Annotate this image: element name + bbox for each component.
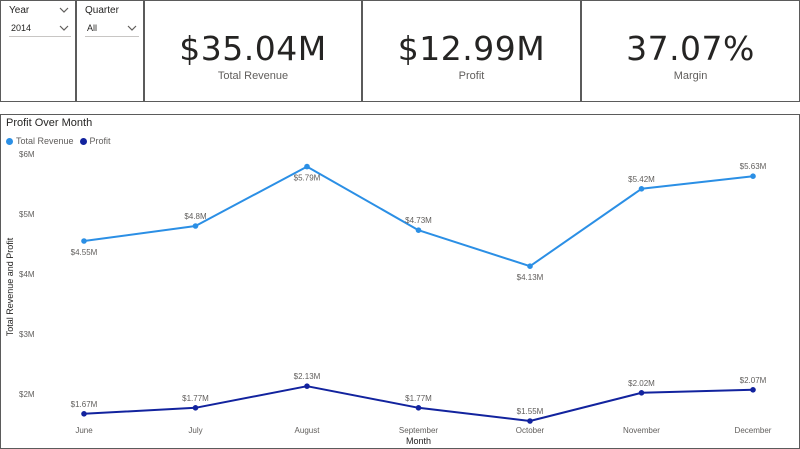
series-line-profit: [83, 385, 754, 422]
data-label-profit: $1.67M: [71, 400, 98, 409]
y-axis-title: Total Revenue and Profit: [5, 237, 15, 336]
total-revenue-value: $35.04M: [179, 29, 327, 68]
data-point-total-revenue: [638, 186, 645, 192]
data-label-total-revenue: $5.42M: [628, 175, 655, 184]
data-point-total-revenue: [527, 263, 533, 269]
data-label-total-revenue: $4.73M: [405, 216, 432, 225]
chart-title: Profit Over Month: [6, 117, 93, 129]
data-point-profit: [750, 387, 756, 393]
legend-item-profit[interactable]: Profit: [79, 136, 111, 146]
total-revenue-card: $35.04M Total Revenue: [144, 0, 362, 102]
y-tick-label: $2M: [19, 390, 35, 399]
data-label-profit: $2.07M: [740, 376, 767, 385]
data-point-total-revenue: [750, 173, 756, 179]
x-tick-label: July: [188, 426, 202, 435]
x-tick-label: August: [295, 426, 321, 435]
line-chart-svg: $2M $3M $4M $5M $6M June July August September Oc…: [5, 150, 772, 446]
data-label-total-revenue: $4.55M: [71, 248, 98, 257]
data-point-profit: [638, 390, 645, 396]
chart-legend: Total Revenue Profit: [6, 135, 117, 147]
data-label-total-revenue: $5.79M: [294, 174, 321, 183]
data-point-profit: [415, 405, 422, 411]
data-point-total-revenue: [81, 238, 87, 244]
x-tick-label: November: [623, 426, 660, 435]
data-label-profit: $1.77M: [182, 394, 209, 403]
margin-card: 37.07% Margin: [581, 0, 800, 102]
data-label-total-revenue: $4.13M: [517, 273, 544, 282]
quarter-dropdown-value: All: [87, 23, 98, 33]
x-tick-label: October: [516, 426, 545, 435]
legend-marker-profit: [79, 137, 87, 145]
profit-over-month-chart: $2M $3M $4M $5M $6M June July August September Oc…: [0, 114, 800, 449]
y-tick-label: $4M: [19, 270, 35, 279]
x-axis-title: Month: [406, 436, 431, 446]
margin-label: Margin: [673, 70, 708, 82]
legend-item-total-revenue[interactable]: Total Revenue: [6, 136, 74, 146]
chevron-down-icon: [59, 25, 69, 31]
margin-value: 37.07%: [626, 29, 755, 68]
data-label-total-revenue: $5.63M: [740, 162, 767, 171]
x-tick-label: September: [399, 426, 438, 435]
y-tick-label: $5M: [19, 210, 35, 219]
data-point-profit: [527, 418, 533, 424]
profit-label: Profit: [458, 70, 485, 82]
data-point-profit: [81, 411, 87, 417]
legend-label-profit: Profit: [89, 136, 111, 146]
data-point-total-revenue: [415, 227, 422, 233]
x-tick-label: December: [735, 426, 772, 435]
quarter-dropdown[interactable]: All: [85, 21, 139, 37]
data-label-profit: $1.77M: [405, 394, 432, 403]
chevron-down-icon: [127, 25, 137, 31]
profit-value: $12.99M: [397, 29, 546, 68]
total-revenue-label: Total Revenue: [217, 70, 289, 82]
y-tick-label: $3M: [19, 330, 35, 339]
quarter-slicer: Quarter All: [76, 0, 144, 102]
data-label-profit: $2.13M: [294, 372, 321, 381]
x-tick-label: June: [75, 426, 93, 435]
year-slicer: Year 2014: [0, 0, 76, 102]
data-label-profit: $2.02M: [628, 379, 655, 388]
year-dropdown[interactable]: 2014: [9, 21, 71, 37]
data-point-total-revenue: [192, 223, 199, 229]
chevron-down-icon[interactable]: [59, 5, 69, 15]
profit-card: $12.99M Profit: [362, 0, 581, 102]
legend-marker-total-revenue: [6, 137, 13, 145]
year-dropdown-value: 2014: [11, 23, 32, 33]
quarter-slicer-title: Quarter: [85, 5, 119, 16]
y-tick-label: $6M: [19, 150, 35, 159]
data-label-profit: $1.55M: [517, 407, 544, 416]
legend-label-total-revenue: Total Revenue: [16, 136, 74, 146]
data-point-profit: [192, 405, 199, 411]
data-label-total-revenue: $4.8M: [184, 212, 207, 221]
data-point-total-revenue: [304, 163, 310, 170]
data-point-profit: [304, 383, 310, 390]
year-slicer-title: Year: [9, 5, 30, 16]
